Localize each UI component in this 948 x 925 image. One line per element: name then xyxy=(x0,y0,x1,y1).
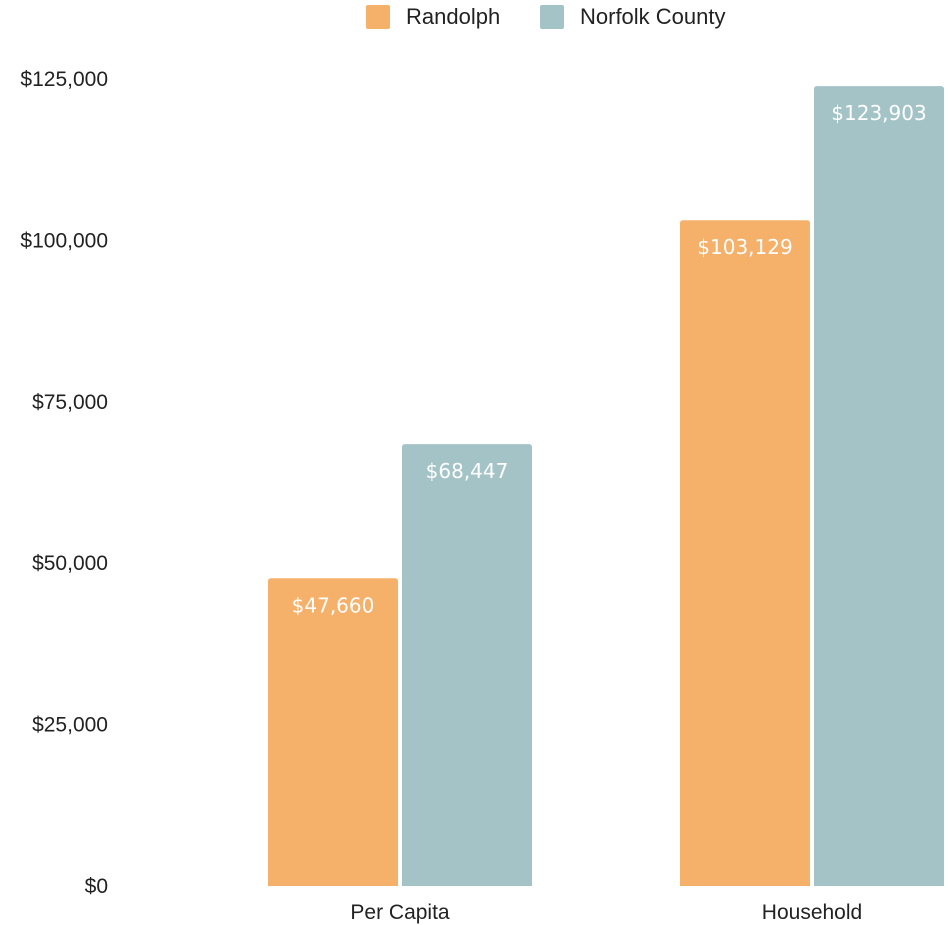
y-axis: $0 $25,000 $50,000 $75,000 $100,000 $125,000 xyxy=(20,68,108,898)
y-tick-label: $25,000 xyxy=(32,714,108,737)
bar-value-label: $68,447 xyxy=(426,459,509,483)
y-tick-label: $100,000 xyxy=(20,229,108,252)
y-tick-label: $125,000 xyxy=(20,68,108,91)
legend: Randolph Norfolk County xyxy=(366,4,726,29)
legend-label: Norfolk County xyxy=(580,4,726,29)
bar-norfolk-county-household xyxy=(814,86,944,887)
bars: $47,660 $68,447 $103,129 $123,903 xyxy=(268,86,944,887)
y-tick-label: $75,000 xyxy=(32,391,108,414)
bar-value-label: $103,129 xyxy=(697,235,792,259)
x-axis: Per Capita Household xyxy=(350,901,862,924)
legend-label: Randolph xyxy=(406,4,500,29)
bar-randolph-per-capita xyxy=(268,578,398,886)
legend-swatch xyxy=(540,5,564,29)
x-category-label: Per Capita xyxy=(350,901,450,924)
x-category-label: Household xyxy=(762,901,862,924)
y-tick-label: $0 xyxy=(85,875,108,898)
bar-randolph-household xyxy=(680,220,810,887)
y-tick-label: $50,000 xyxy=(32,552,108,575)
legend-swatch xyxy=(366,5,390,29)
bar-norfolk-county-per-capita xyxy=(402,444,532,886)
bar-value-label: $123,903 xyxy=(831,101,926,125)
bar-value-label: $47,660 xyxy=(292,593,375,617)
